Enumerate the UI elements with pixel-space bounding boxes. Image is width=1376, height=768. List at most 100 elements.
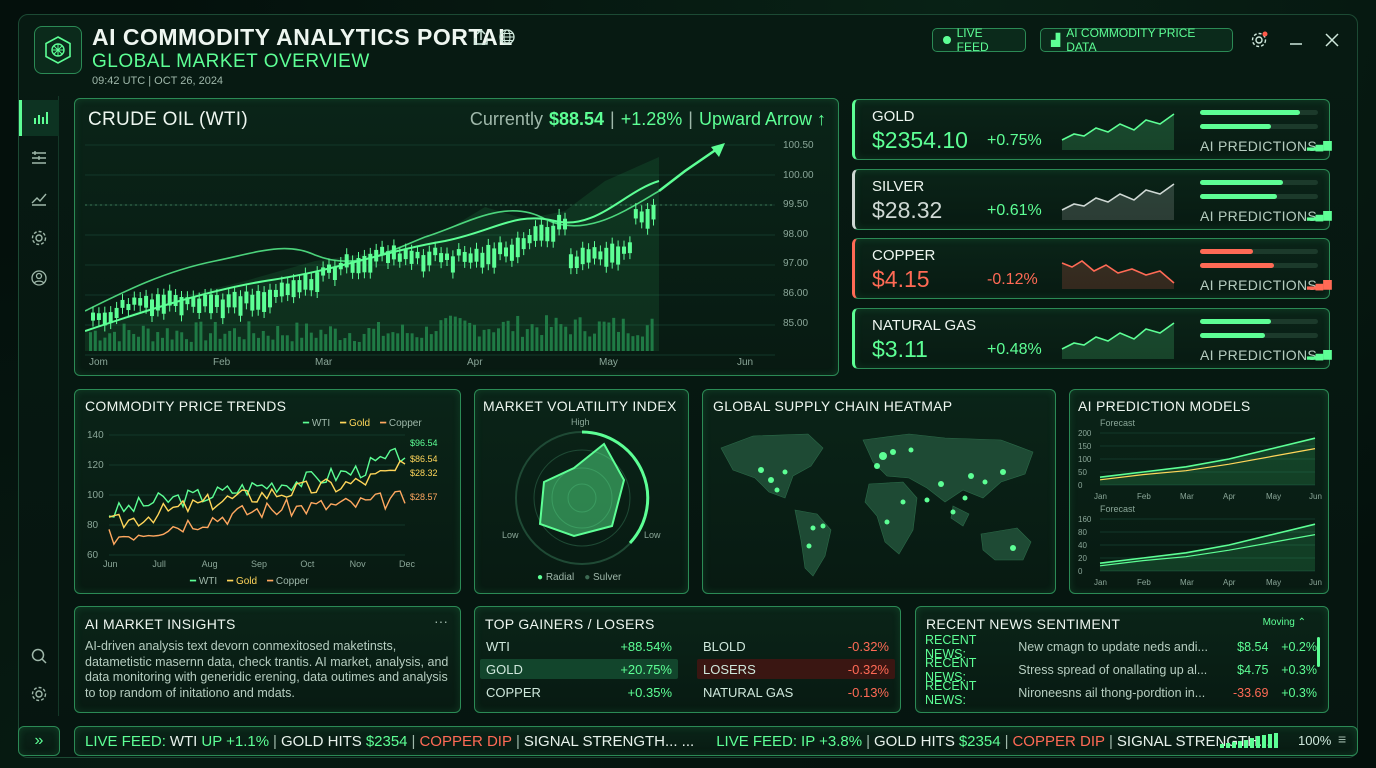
- volume-bar: [93, 330, 97, 351]
- news-item[interactable]: RECENT NEWS: New cmagn to update neds and…: [925, 633, 1317, 661]
- loser-row[interactable]: NATURAL GAS -0.13%: [697, 682, 895, 702]
- volume-bar: [535, 327, 539, 351]
- arrow-head: [711, 143, 725, 157]
- settings-icon[interactable]: [1250, 31, 1268, 49]
- sparkline-line: [1061, 113, 1175, 141]
- x-tick-label: Apr: [1223, 492, 1236, 501]
- moving-toggle[interactable]: Moving ⌃: [1262, 617, 1306, 628]
- candle: [421, 255, 426, 272]
- legend-sulver: ● Sulver: [584, 572, 622, 583]
- price-data-button[interactable]: ▟ AI COMMODITY PRICE DATA: [1040, 26, 1233, 54]
- commodity-price: $4.15: [872, 266, 930, 292]
- news-change: +0.3%: [1281, 686, 1317, 700]
- signal-icon: ▂▄▆: [1307, 208, 1332, 221]
- search-icon: [31, 648, 47, 664]
- volume-bar: [218, 338, 222, 351]
- volume-bar: [141, 325, 145, 351]
- news-item[interactable]: RECENT NEWS: Stress spread of onallating …: [925, 656, 1317, 684]
- volume-bar: [559, 324, 563, 351]
- volume-bar: [540, 335, 544, 351]
- candle: [486, 244, 491, 265]
- y-tick-label: 80: [87, 520, 99, 531]
- low-right-label: Low: [644, 530, 661, 540]
- candle: [268, 289, 272, 308]
- candle: [610, 243, 615, 263]
- volume-bar: [593, 333, 596, 351]
- prediction-bar: [1200, 318, 1318, 324]
- model-line: [1099, 534, 1316, 567]
- candle: [645, 209, 650, 229]
- volume-bar: [429, 334, 433, 351]
- gear-icon: [31, 686, 47, 702]
- gainer-row[interactable]: COPPER +0.35%: [480, 682, 678, 702]
- candle: [179, 296, 184, 316]
- ai-predictions-label[interactable]: AI PREDICTIONS: [1200, 277, 1317, 293]
- commodity-card-gold[interactable]: GOLD $2354.10 +0.75% AI PREDICTIONS ▂▄▆: [852, 99, 1332, 160]
- volume-bar: [545, 315, 548, 351]
- commodity-card-copper[interactable]: COPPER $4.15 -0.12% AI PREDICTIONS ▂▄▆: [852, 238, 1332, 299]
- sidebar: [19, 96, 59, 716]
- volume-bar: [463, 320, 467, 351]
- price-data-label: AI COMMODITY PRICE DATA: [1066, 26, 1196, 54]
- loser-name: NATURAL GAS: [703, 684, 794, 700]
- candle: [450, 256, 455, 273]
- volume-bar: [597, 321, 601, 351]
- sidebar-item-search[interactable]: [19, 638, 59, 674]
- more-menu-icon[interactable]: ···: [434, 613, 448, 629]
- forecast-line: [1099, 523, 1316, 564]
- volume-bar: [117, 341, 121, 351]
- sidebar-item-dashboard[interactable]: [19, 100, 59, 136]
- commodity-card-natural-gas[interactable]: NATURAL GAS $3.11 +0.48% AI PREDICTIONS ▂▄▆: [852, 307, 1332, 369]
- volume-bar: [569, 334, 572, 351]
- gear-icon: [31, 230, 47, 246]
- y-tick-label: 86.00: [783, 288, 809, 299]
- news-text: Nironeesns ail thong-pordtion in...: [1018, 686, 1206, 700]
- chart-icon: ▟: [1051, 33, 1061, 47]
- loser-row[interactable]: LOSERS -0.32%: [697, 659, 895, 679]
- live-ticker: LIVE FEED: WTI UP +1.1% | GOLD HITS $2354 | C…: [74, 726, 1358, 756]
- x-tick-label: Feb: [1137, 492, 1151, 501]
- news-item[interactable]: RECENT NEWS: Nironeesns ail thong-pordtio…: [925, 679, 1317, 707]
- live-feed-label: LIVE FEED: [956, 26, 989, 54]
- sidebar-item-preferences[interactable]: [19, 676, 59, 712]
- news-price: $8.54: [1237, 640, 1269, 654]
- sidebar-item-settings[interactable]: [19, 220, 59, 256]
- candle: [150, 299, 154, 317]
- sidebar-item-list[interactable]: [19, 140, 59, 176]
- volume-bar: [146, 328, 150, 351]
- sparkline-fill: [1062, 183, 1174, 220]
- sidebar-item-profile[interactable]: [19, 260, 59, 296]
- share-icon[interactable]: [472, 28, 490, 46]
- close-icon[interactable]: [1324, 32, 1342, 50]
- upward-arrow-icon: [658, 147, 718, 192]
- candle: [409, 250, 414, 264]
- candle: [285, 283, 290, 296]
- sidebar-item-trends[interactable]: [19, 180, 59, 216]
- volatility-radar: [515, 430, 650, 565]
- volume-bar: [165, 328, 169, 351]
- ai-predictions-label[interactable]: AI PREDICTIONS: [1200, 346, 1317, 363]
- volume-bar: [329, 326, 332, 351]
- loser-name: BLOLD: [703, 638, 746, 654]
- loser-row[interactable]: BLOLD -0.32%: [697, 636, 895, 656]
- volume-bar: [636, 335, 640, 351]
- volume-bar: [98, 340, 102, 351]
- expand-button[interactable]: »: [18, 726, 60, 756]
- ai-predictions-label[interactable]: AI PREDICTIONS: [1200, 207, 1317, 224]
- candle: [362, 255, 367, 273]
- gainer-row[interactable]: GOLD +20.75%: [480, 659, 678, 679]
- minimize-icon[interactable]: [1288, 32, 1306, 50]
- news-scrollbar[interactable]: [1317, 637, 1320, 667]
- live-feed-button[interactable]: LIVE FEED: [932, 26, 1026, 54]
- candle: [144, 295, 149, 308]
- candle: [586, 249, 591, 263]
- volume-bar: [228, 330, 232, 351]
- ai-predictions-label[interactable]: AI PREDICTIONS: [1200, 138, 1317, 154]
- gainer-row[interactable]: WTI +88.54%: [480, 636, 678, 656]
- commodity-card-silver[interactable]: SILVER $28.32 +0.61% AI PREDICTIONS ▂▄▆: [852, 168, 1332, 230]
- x-tick-label: Apr: [1223, 578, 1236, 587]
- globe-icon[interactable]: [498, 28, 516, 46]
- crude-title: CRUDE OIL (WTI): [88, 109, 249, 130]
- sparkline: [1061, 182, 1175, 220]
- menu-icon[interactable]: ≡: [1338, 731, 1347, 747]
